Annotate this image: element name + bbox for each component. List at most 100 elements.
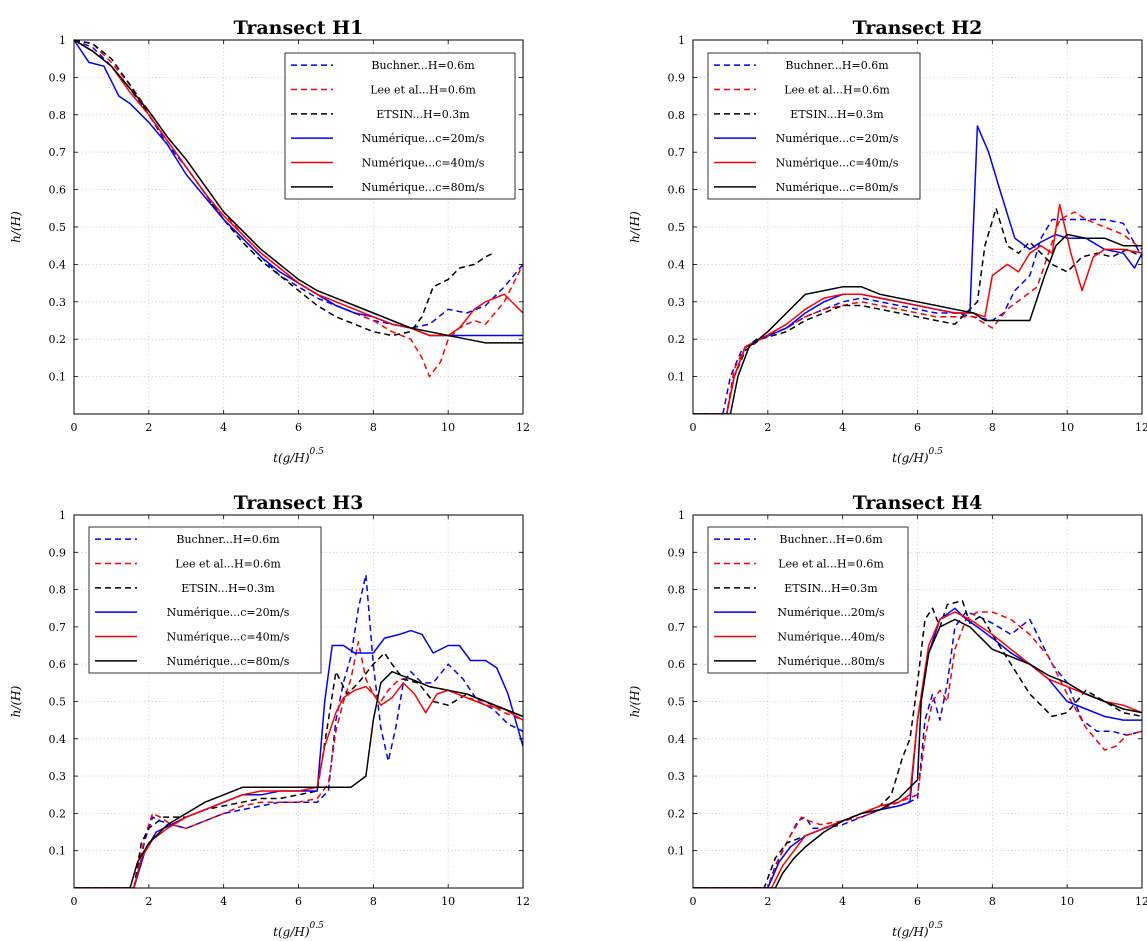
legend-label: Buchner...H=0.6m	[785, 59, 889, 72]
series-line-1	[74, 39, 523, 329]
legend-label: Numérique...c=20m/s	[776, 132, 899, 145]
y-tick-label: 0.9	[49, 71, 67, 84]
y-tick-label: 0.3	[668, 296, 686, 309]
legend-label: Buchner...H=0.6m	[176, 533, 280, 546]
legend-box	[284, 52, 516, 200]
legend-box	[88, 526, 322, 674]
series-line-2	[693, 611, 1142, 888]
x-tick-label: 8	[370, 895, 377, 908]
y-tick-label: 0.2	[49, 333, 67, 346]
x-tick-label: 4	[220, 895, 227, 908]
series-line-2	[693, 211, 1142, 414]
x-axis-label: t(g/H)0.5	[892, 921, 943, 939]
x-tick-label: 10	[1060, 895, 1074, 908]
legend-label: Lee et al...H=0.6m	[778, 558, 884, 571]
x-tick-label: 2	[145, 895, 152, 908]
chart-panel-2: 0 2 4 6 8 10 12 0.1 0.2 0.3 0.4 0.5 0.6 0.7 0.8 0.9 1 Tra…	[628, 17, 1147, 465]
x-tick-label: 10	[441, 895, 455, 908]
series-line-6	[693, 233, 1142, 414]
series-group	[693, 600, 1142, 888]
y-axis-label: h/(H)	[628, 685, 642, 717]
y-tick-label: 0.6	[49, 658, 67, 671]
y-tick-label: 0.7	[668, 621, 686, 634]
y-axis-label: h/(H)	[9, 211, 23, 243]
x-tick-label: 8	[989, 895, 996, 908]
y-tick-label: 0.7	[49, 621, 67, 634]
legend: Buchner...H=0.6m Lee et al...H=0.6m ETSIN.…	[88, 526, 322, 674]
y-tick-label: 0.4	[49, 258, 67, 271]
y-tick-label: 0.4	[668, 258, 686, 271]
y-tick-label: 0.3	[668, 770, 686, 783]
series-line-3	[693, 600, 1142, 888]
chart-title: Transect H4	[853, 492, 983, 514]
legend: Buchner...H=0.6m Lee et al...H=0.6m ETSIN.…	[707, 526, 909, 674]
x-tick-label: 10	[441, 421, 455, 434]
y-tick-label: 0.7	[49, 146, 67, 159]
y-tick-label: 0.5	[49, 221, 67, 234]
chart-panel-1: 0 2 4 6 8 10 12 0.1 0.2 0.3 0.4 0.5 0.6 0.7 0.8 0.9 1 Tra…	[9, 17, 530, 465]
y-tick-label: 0.9	[668, 71, 686, 84]
x-axis-label: t(g/H)0.5	[273, 447, 324, 465]
x-tick-label: 10	[1060, 421, 1074, 434]
y-tick-label: 0.1	[668, 845, 686, 858]
series-line-3	[74, 652, 523, 888]
x-tick-label: 12	[1135, 421, 1147, 434]
y-tick-label: 0.2	[668, 333, 686, 346]
legend-box	[707, 526, 909, 674]
y-tick-label: 0.8	[49, 584, 67, 597]
x-tick-label: 8	[989, 421, 996, 434]
legend-label: Lee et al...H=0.6m	[175, 558, 281, 571]
y-tick-label: 0.3	[49, 770, 67, 783]
series-line-5	[74, 682, 523, 888]
series-line-6	[74, 39, 523, 344]
x-tick-label: 4	[220, 421, 227, 434]
y-tick-label: 0.6	[668, 658, 686, 671]
legend-label: Buchner...H=0.6m	[779, 533, 883, 546]
legend-label: ETSIN...H=0.3m	[790, 108, 884, 121]
y-tick-label: 0.8	[668, 584, 686, 597]
x-tick-label: 0	[71, 895, 78, 908]
series-line-5	[74, 39, 523, 337]
x-tick-label: 6	[295, 895, 302, 908]
series-line-6	[74, 670, 523, 888]
series-line-1	[74, 573, 523, 888]
y-tick-label: 0.4	[49, 733, 67, 746]
x-tick-label: 0	[690, 895, 697, 908]
x-tick-label: 0	[690, 421, 697, 434]
x-tick-label: 6	[295, 421, 302, 434]
series-group	[74, 39, 523, 378]
chart-title: Transect H1	[234, 17, 364, 39]
x-axis-label: t(g/H)0.5	[273, 921, 324, 939]
legend-label: Lee et al...H=0.6m	[370, 84, 476, 97]
y-axis-label: h/(H)	[628, 211, 642, 243]
y-tick-label: 0.8	[49, 109, 67, 122]
y-tick-label: 0.5	[668, 696, 686, 709]
x-tick-label: 12	[516, 895, 530, 908]
y-tick-label: 0.5	[49, 696, 67, 709]
y-tick-label: 0.2	[49, 807, 67, 820]
legend-label: Buchner...H=0.6m	[371, 59, 475, 72]
y-tick-label: 0.6	[668, 184, 686, 197]
y-axis-label: h/(H)	[9, 685, 23, 717]
y-tick-label: 0.9	[49, 546, 67, 559]
series-line-5	[693, 611, 1142, 888]
legend-label: Numérique...c=80m/s	[362, 181, 485, 194]
legend-box	[707, 52, 921, 200]
y-tick-label: 0.6	[49, 184, 67, 197]
legend-label: Numérique...c=40m/s	[167, 631, 290, 644]
x-tick-label: 12	[1135, 895, 1147, 908]
x-tick-label: 12	[516, 421, 530, 434]
chart-title: Transect H3	[234, 492, 364, 514]
legend-label: Numérique...40m/s	[777, 631, 885, 644]
x-tick-label: 4	[839, 895, 846, 908]
legend-label: Numérique...c=40m/s	[776, 157, 899, 170]
y-tick-label: 1	[59, 34, 66, 47]
legend-label: Numérique...c=80m/s	[167, 655, 290, 668]
y-tick-label: 0.9	[668, 546, 686, 559]
y-tick-label: 0.1	[49, 371, 67, 384]
legend-label: Numérique...80m/s	[777, 655, 885, 668]
x-tick-label: 8	[370, 421, 377, 434]
y-tick-label: 0.2	[668, 807, 686, 820]
y-tick-label: 1	[678, 34, 685, 47]
legend-label: Numérique...c=80m/s	[776, 181, 899, 194]
